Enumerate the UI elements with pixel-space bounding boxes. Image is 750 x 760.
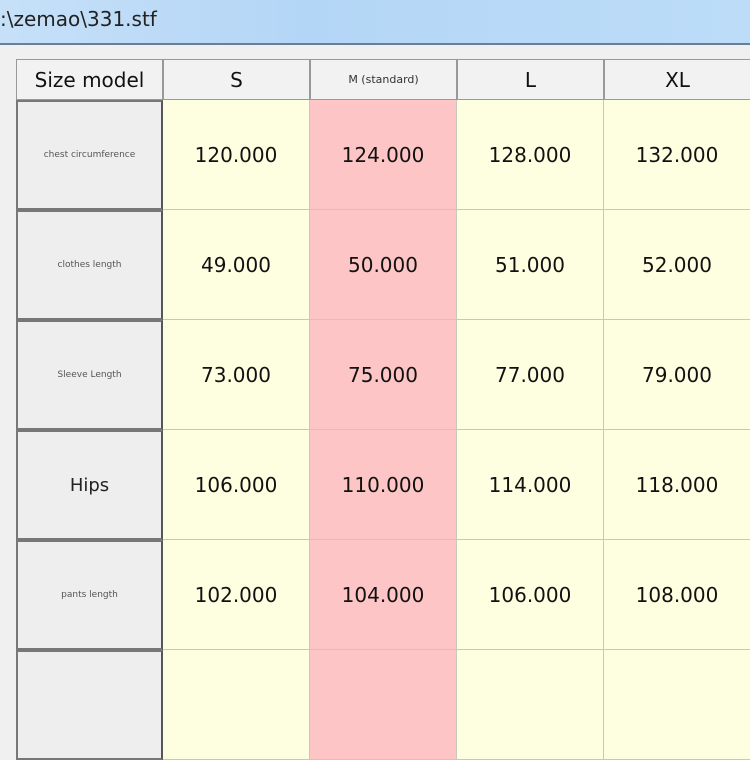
value-cell[interactable] <box>163 650 310 760</box>
value-cell[interactable]: 52.000 <box>604 210 750 320</box>
size-table: Size model S M (standard) L XL chest cir… <box>16 59 750 760</box>
row-label: Sleeve Length <box>16 320 163 430</box>
value-cell[interactable]: 73.000 <box>163 320 310 430</box>
table-row-partial <box>16 650 750 760</box>
header-size-model: Size model <box>16 59 163 100</box>
value-cell[interactable] <box>604 650 750 760</box>
table-row: clothes length 49.000 50.000 51.000 52.000 <box>16 210 750 320</box>
row-label: Hips <box>16 430 163 540</box>
header-row: Size model S M (standard) L XL <box>16 59 750 100</box>
value-cell[interactable] <box>310 650 457 760</box>
table-row: pants length 102.000 104.000 106.000 108.000 <box>16 540 750 650</box>
table-row: Hips 106.000 110.000 114.000 118.000 <box>16 430 750 540</box>
header-s[interactable]: S <box>163 59 310 100</box>
value-cell[interactable]: 106.000 <box>457 540 604 650</box>
value-cell[interactable]: 118.000 <box>604 430 750 540</box>
value-cell[interactable]: 110.000 <box>310 430 457 540</box>
value-cell[interactable]: 106.000 <box>163 430 310 540</box>
title-bar: :\zemao\331.stf <box>0 0 750 45</box>
row-label: clothes length <box>16 210 163 320</box>
header-l[interactable]: L <box>457 59 604 100</box>
value-cell[interactable]: 132.000 <box>604 100 750 210</box>
value-cell[interactable]: 102.000 <box>163 540 310 650</box>
value-cell[interactable]: 104.000 <box>310 540 457 650</box>
row-label: pants length <box>16 540 163 650</box>
row-label <box>16 650 163 760</box>
value-cell[interactable]: 128.000 <box>457 100 604 210</box>
value-cell[interactable]: 50.000 <box>310 210 457 320</box>
table-row: chest circumference 120.000 124.000 128.000… <box>16 100 750 210</box>
table-row: Sleeve Length 73.000 75.000 77.000 79.000 <box>16 320 750 430</box>
value-cell[interactable] <box>457 650 604 760</box>
header-m-standard[interactable]: M (standard) <box>310 59 457 100</box>
header-xl[interactable]: XL <box>604 59 750 100</box>
value-cell[interactable]: 51.000 <box>457 210 604 320</box>
window-title: :\zemao\331.stf <box>0 7 157 31</box>
value-cell[interactable]: 124.000 <box>310 100 457 210</box>
row-label: chest circumference <box>16 100 163 210</box>
value-cell[interactable]: 75.000 <box>310 320 457 430</box>
value-cell[interactable]: 77.000 <box>457 320 604 430</box>
value-cell[interactable]: 79.000 <box>604 320 750 430</box>
value-cell[interactable]: 49.000 <box>163 210 310 320</box>
value-cell[interactable]: 114.000 <box>457 430 604 540</box>
value-cell[interactable]: 120.000 <box>163 100 310 210</box>
value-cell[interactable]: 108.000 <box>604 540 750 650</box>
